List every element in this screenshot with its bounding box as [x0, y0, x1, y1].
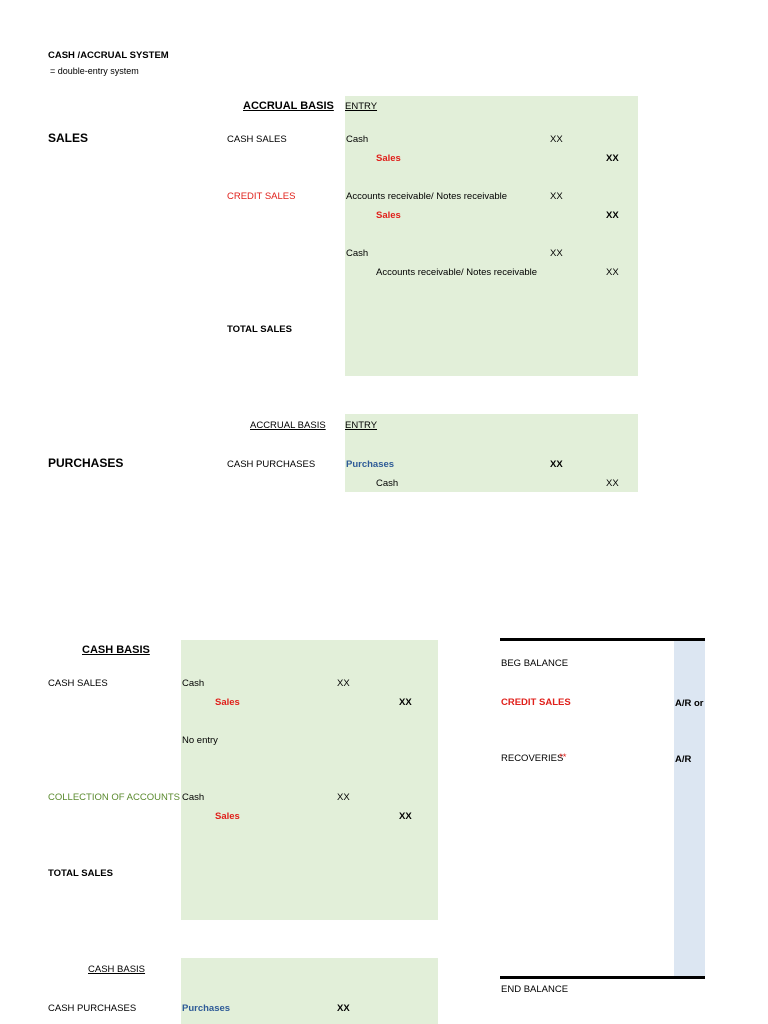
debit: Cash: [346, 248, 369, 259]
row-label: CASH PURCHASES: [48, 1003, 137, 1014]
basis: ACCRUAL BASIS: [250, 420, 326, 431]
row-label: CREDIT SALES: [501, 697, 571, 708]
rule: [500, 976, 705, 979]
total-label: TOTAL SALES: [48, 868, 113, 879]
debit: Cash: [182, 678, 205, 689]
row-label: CREDIT SALES: [227, 191, 296, 202]
section: PURCHASES: [48, 456, 124, 470]
marker: **: [559, 752, 567, 763]
note: A/R: [675, 754, 692, 765]
note: No entry: [182, 735, 218, 746]
amount: XX: [606, 478, 619, 489]
entry-heading: ENTRY: [345, 101, 378, 112]
subtitle: = double-entry system: [50, 66, 139, 76]
amount: XX: [337, 1003, 350, 1014]
credit: Sales: [376, 153, 401, 164]
t-account-column: A/R or A/R: [674, 641, 705, 976]
debit: Cash: [182, 792, 205, 803]
amount: XX: [337, 792, 350, 803]
total-label: TOTAL SALES: [227, 324, 292, 335]
amount: XX: [399, 697, 412, 708]
amount: XX: [550, 248, 563, 259]
row-label: END BALANCE: [501, 984, 569, 995]
amount: XX: [606, 153, 619, 164]
rule: [500, 638, 705, 641]
row-label: RECOVERIES: [501, 753, 564, 764]
row-label: CASH SALES: [227, 134, 287, 145]
entry-panel: [181, 640, 438, 920]
debit: Purchases: [182, 1003, 231, 1014]
amount: XX: [606, 267, 619, 278]
credit: Sales: [376, 210, 401, 221]
basis: ACCRUAL BASIS: [243, 100, 334, 112]
credit: Accounts receivable/ Notes receivable: [376, 267, 538, 278]
amount: XX: [550, 134, 563, 145]
debit: Cash: [346, 134, 369, 145]
debit: Purchases: [346, 459, 395, 470]
row-label: CASH PURCHASES: [227, 459, 316, 470]
row-label: COLLECTION OF ACCOUNTS: [48, 792, 180, 803]
row-label: BEG BALANCE: [501, 658, 569, 669]
row-label: CASH SALES: [48, 678, 108, 689]
entry-panel: [345, 96, 638, 376]
amount: XX: [337, 678, 350, 689]
credit: Sales: [215, 811, 240, 822]
note: A/R or: [675, 698, 704, 709]
credit: Cash: [376, 478, 399, 489]
entry-panel: [181, 958, 438, 1024]
section: SALES: [48, 131, 89, 145]
entry-panel: [345, 414, 638, 492]
title: CASH /ACCRUAL SYSTEM: [48, 50, 169, 61]
credit: Sales: [215, 697, 240, 708]
amount: XX: [399, 811, 412, 822]
debit: Accounts receivable/ Notes receivable: [346, 191, 508, 202]
amount: XX: [606, 210, 619, 221]
amount: XX: [550, 191, 563, 202]
basis: CASH BASIS: [82, 644, 150, 656]
basis: CASH BASIS: [88, 964, 146, 975]
amount: XX: [550, 459, 563, 470]
entry-heading: ENTRY: [345, 420, 378, 431]
